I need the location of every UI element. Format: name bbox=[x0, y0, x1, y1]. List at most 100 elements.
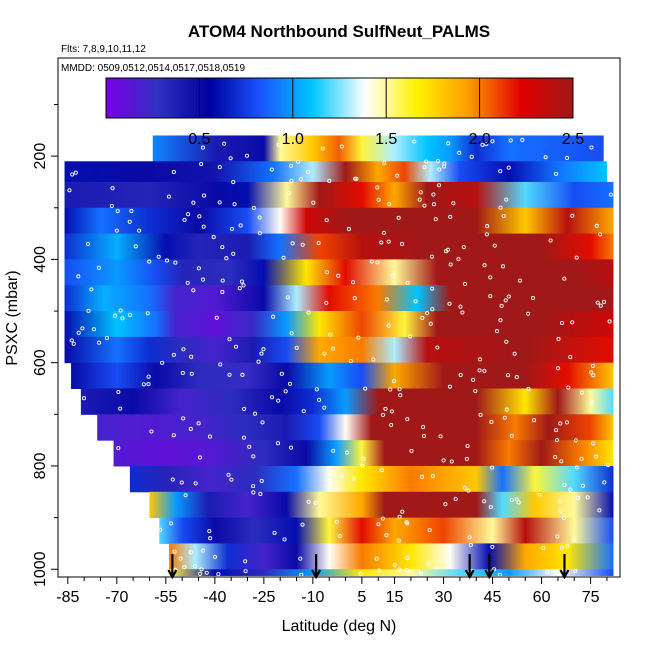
sample-point bbox=[220, 278, 225, 283]
sample-point bbox=[350, 280, 356, 285]
sample-point bbox=[243, 569, 248, 574]
sample-point bbox=[558, 508, 563, 513]
sample-point bbox=[348, 359, 353, 364]
sample-point bbox=[573, 568, 578, 573]
sample-point bbox=[504, 197, 509, 202]
sample-point bbox=[76, 330, 81, 335]
sample-point bbox=[389, 409, 394, 414]
sample-point bbox=[228, 156, 233, 161]
y-tick-label: 800 bbox=[32, 453, 49, 480]
sample-point bbox=[589, 399, 594, 404]
colorbar-tick-label: 2.5 bbox=[562, 131, 584, 148]
sample-point bbox=[420, 315, 425, 320]
sample-point bbox=[484, 142, 489, 147]
sample-point bbox=[70, 172, 75, 177]
sample-point bbox=[76, 274, 81, 279]
sample-point bbox=[279, 371, 284, 376]
sample-point bbox=[441, 164, 447, 169]
colorbar-tick-label: 1.5 bbox=[375, 131, 397, 148]
sample-point bbox=[376, 197, 381, 202]
y-axis: 200 400 600 800 1000 bbox=[32, 103, 58, 587]
x-tick-label: -10 bbox=[301, 589, 324, 606]
sample-point bbox=[590, 363, 595, 368]
y-tick-label: 1000 bbox=[32, 551, 49, 587]
sample-point bbox=[270, 395, 275, 400]
y-tick-label: 600 bbox=[32, 349, 49, 376]
sample-point bbox=[322, 405, 327, 410]
sample-point bbox=[568, 487, 573, 492]
sample-point bbox=[172, 549, 177, 554]
sample-point bbox=[361, 456, 366, 461]
heatmap-row bbox=[71, 362, 614, 390]
sample-point bbox=[573, 438, 578, 443]
sample-point bbox=[435, 345, 440, 350]
sample-point bbox=[227, 372, 232, 377]
y-axis-label: PSXC (mbar) bbox=[4, 270, 21, 365]
sample-point bbox=[324, 218, 329, 223]
flight-arrow-head bbox=[559, 569, 570, 580]
sample-point bbox=[383, 406, 388, 411]
sample-point bbox=[239, 279, 244, 284]
sample-point bbox=[593, 454, 598, 459]
sample-point bbox=[166, 194, 172, 199]
sample-point bbox=[489, 419, 494, 425]
sample-point bbox=[467, 535, 472, 540]
sample-point bbox=[281, 255, 286, 260]
sample-point bbox=[464, 456, 469, 461]
sample-point bbox=[211, 235, 216, 240]
sample-point bbox=[81, 396, 87, 401]
sample-point bbox=[574, 255, 579, 260]
sample-point bbox=[565, 544, 570, 549]
sample-point bbox=[504, 339, 509, 344]
sample-point bbox=[222, 141, 227, 146]
sample-point bbox=[146, 374, 151, 379]
sample-point bbox=[256, 359, 261, 364]
sample-point bbox=[498, 169, 503, 174]
heatmap-row bbox=[64, 181, 614, 209]
sample-point bbox=[386, 323, 391, 328]
x-tick-label: 5 bbox=[357, 589, 366, 606]
sample-point bbox=[145, 311, 150, 316]
sample-point bbox=[437, 167, 442, 172]
sample-point bbox=[530, 295, 536, 301]
sample-point bbox=[128, 312, 133, 318]
x-tick-label: 45 bbox=[484, 589, 502, 606]
sample-point bbox=[441, 458, 446, 463]
sample-point bbox=[374, 556, 379, 561]
sample-point bbox=[427, 528, 432, 533]
sample-point bbox=[182, 565, 187, 570]
sample-point bbox=[258, 491, 263, 497]
sample-point bbox=[531, 418, 537, 423]
sample-point bbox=[431, 202, 437, 207]
sample-point bbox=[232, 202, 237, 207]
heatmap-row bbox=[64, 161, 607, 183]
sample-point bbox=[207, 529, 212, 534]
sample-point bbox=[375, 185, 380, 190]
sample-point bbox=[261, 347, 266, 352]
sample-point bbox=[384, 533, 389, 538]
sample-point bbox=[272, 530, 277, 535]
heatmap-row bbox=[64, 285, 614, 312]
sample-point bbox=[114, 228, 119, 233]
sample-point bbox=[259, 478, 264, 484]
y-tick-label: 400 bbox=[32, 246, 49, 273]
sample-point bbox=[242, 406, 247, 412]
sample-point bbox=[421, 433, 427, 439]
sample-point bbox=[398, 393, 403, 398]
sample-point bbox=[409, 448, 414, 453]
sample-point bbox=[299, 572, 304, 577]
sample-point bbox=[579, 390, 584, 395]
sample-point bbox=[251, 205, 256, 211]
sample-point bbox=[171, 352, 176, 357]
sample-point bbox=[356, 335, 361, 340]
sample-point bbox=[285, 295, 290, 300]
sample-point bbox=[509, 433, 514, 438]
x-tick-label: 75 bbox=[582, 589, 600, 606]
sample-point bbox=[598, 303, 603, 308]
colorbar-tick-label: 2.0 bbox=[468, 131, 490, 148]
sample-point bbox=[251, 484, 256, 489]
chart-title: ATOM4 Northbound SulfNeut_PALMS bbox=[188, 22, 490, 41]
sample-point bbox=[412, 139, 417, 144]
sample-point bbox=[85, 241, 91, 247]
sample-point bbox=[170, 477, 175, 482]
